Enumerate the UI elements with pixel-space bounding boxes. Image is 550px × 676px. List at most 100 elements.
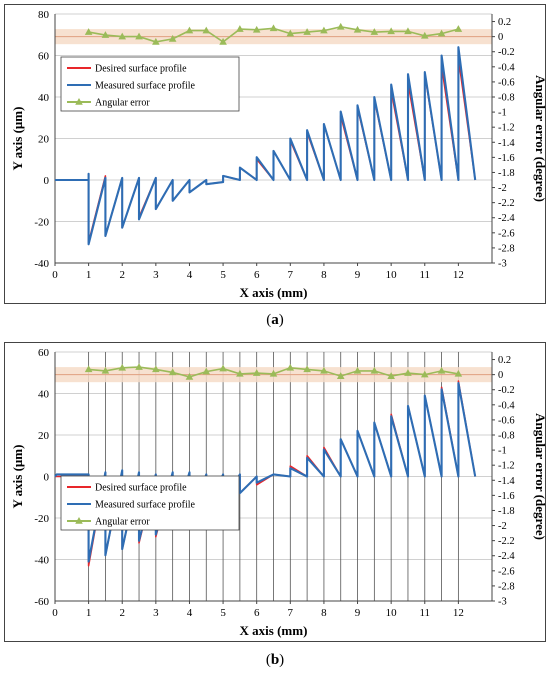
- caption-a-letter: a: [271, 312, 279, 328]
- chart-b-y2tick-label: -2.8: [498, 581, 515, 592]
- chart-b-y2tick-label: -0.6: [498, 415, 515, 426]
- chart-b-y2tick-label: -1.2: [498, 461, 515, 472]
- chart-a-y2tick-label: -1.4: [498, 138, 515, 149]
- chart-a-angular-error-point: [437, 29, 446, 37]
- chart-b-angular-error-point: [420, 370, 429, 378]
- chart-b-angular-error-point: [84, 365, 93, 373]
- chart-a-y2tick-label: -0.2: [498, 47, 515, 58]
- chart-b-xtick-label: 7: [288, 607, 294, 619]
- chart-b-legend-label-measured-surface-profile: Measured surface profile: [95, 500, 196, 511]
- chart-panel-a: -40 -20 0 20 40 60 80 -3 -2.8 -2.6 -2.4 -2.2 -2 -1.8-…: [4, 4, 546, 304]
- chart-b-y2tick-label: -0.4: [498, 400, 515, 411]
- chart-b-y2tick-label: -1: [498, 446, 507, 457]
- chart-b-xtick-label: 0: [52, 607, 58, 619]
- chart-a-xlabel: X axis (mm): [240, 285, 308, 300]
- chart-a-ytick-label: 20: [38, 134, 50, 146]
- chart-a-angular-error-point: [152, 37, 160, 45]
- chart-b-angular-error-point: [118, 363, 127, 371]
- chart-a-y2tick-label: -3: [498, 259, 507, 270]
- chart-a-angular-error-point: [387, 27, 395, 35]
- chart-b-y2tick-label: -1.8: [498, 506, 515, 517]
- chart-b-angular-error-point: [252, 369, 261, 376]
- chart-a-ytick-label: 60: [38, 51, 50, 63]
- chart-b-angular-error-point: [370, 366, 379, 374]
- chart-b-xtick-label: 1: [86, 607, 92, 619]
- chart-a-y2tick-label: -2.6: [498, 228, 515, 239]
- chart-a-y2tick-label: -2.8: [498, 243, 515, 254]
- chart-a-xtick-label: 10: [386, 269, 398, 281]
- chart-a-angular-error-point: [168, 34, 177, 42]
- chart-a-y2tick-label: -2.2: [498, 198, 515, 209]
- chart-b-xtick-label: 9: [355, 607, 361, 619]
- chart-a-y2tick-label: -1.8: [498, 168, 515, 179]
- chart-b-angular-error-point: [286, 363, 295, 371]
- chart-a-xtick-label: 0: [52, 269, 58, 281]
- chart-b-angular-error-point: [269, 369, 278, 377]
- chart-a-angular-error-point: [236, 25, 244, 32]
- chart-b-xtick-label: 6: [254, 607, 260, 619]
- chart-b-y2tick-label: -2.4: [498, 551, 515, 562]
- chart-b-xtick-label: 10: [386, 607, 398, 619]
- chart-b-svg: -60-40-200204060-3-2.8-2.6-2.4-2.2-2-1.8…: [10, 347, 545, 638]
- chart-b-ytick-label: -60: [34, 596, 49, 608]
- chart-b-legend-marker: [75, 517, 83, 524]
- chart-a-angular-error-point: [420, 31, 429, 39]
- chart-a-angular-error-point: [118, 32, 127, 40]
- caption-b: (b): [265, 652, 285, 668]
- chart-b-desired-surface-profile-line: [55, 380, 476, 567]
- chart-a-legend-label-measured-surface-profile: Measured surface profile: [95, 81, 196, 92]
- chart-b-angular-error-point: [336, 372, 345, 379]
- chart-a-angular-error-point: [454, 25, 463, 32]
- chart-a-ytick-label: 40: [38, 92, 50, 104]
- chart-b-xtick-label: 12: [453, 607, 464, 619]
- chart-b-angular-error-point: [168, 368, 177, 376]
- chart-b-ytick-label: 40: [38, 389, 50, 401]
- chart-b-y2tick-label: -2: [498, 521, 507, 532]
- chart-b-legend-label-angular-error: Angular error: [95, 517, 150, 528]
- chart-a-angular-error-point: [286, 29, 295, 37]
- chart-a-legend-label-desired-surface-profile: Desired surface profile: [95, 64, 187, 75]
- chart-b-angular-error-point: [152, 365, 160, 373]
- chart-b-angular-error-point: [101, 366, 110, 374]
- chart-b-y2tick-label: -2.6: [498, 566, 515, 577]
- chart-panel-b: -60 -40 -20 0 20 40 60 -3 -2.8 -2.6 -2.4 -2.2 -2 -1.8…: [4, 342, 546, 642]
- chart-b-xtick-label: 5: [220, 607, 226, 619]
- chart-a-ytick-label: -20: [34, 217, 49, 229]
- chart-a-y2tick-label: -1.6: [498, 153, 515, 164]
- chart-a-angular-error-point: [320, 26, 328, 34]
- chart-a-y2label: Angular error (degree): [533, 75, 545, 202]
- chart-a-ytick-label: 80: [38, 9, 50, 21]
- chart-b-ytick-label: -20: [34, 513, 49, 525]
- chart-b-angular-error-point: [387, 372, 395, 379]
- chart-b-angular-error-point: [219, 364, 227, 372]
- chart-a-xtick-label: 4: [187, 269, 193, 281]
- chart-a-ytick-label: 0: [44, 175, 50, 187]
- chart-a-angular-error-point: [336, 22, 345, 30]
- chart-b-angular-error-point: [454, 369, 463, 377]
- chart-b-y2tick-label: 0.2: [498, 355, 511, 366]
- chart-a-angular-error-point: [404, 27, 412, 35]
- chart-a-xtick-label: 2: [119, 269, 125, 281]
- chart-b-xtick-label: 11: [419, 607, 430, 619]
- chart-a-y2tick-label: -0.4: [498, 62, 515, 73]
- chart-a-legend-marker: [75, 98, 83, 105]
- chart-a-ylabel: Y axis (μm): [10, 107, 25, 171]
- chart-b-y2tick-label: -3: [498, 597, 507, 608]
- chart-a-xtick-label: 6: [254, 269, 260, 281]
- chart-b-xlabel: X axis (mm): [240, 623, 308, 638]
- chart-a-y2tick-label: -2.4: [498, 213, 515, 224]
- caption-b-letter: b: [270, 652, 280, 668]
- chart-b-y2label: Angular error (degree): [533, 413, 545, 540]
- chart-a-angular-error-point: [202, 26, 211, 34]
- chart-b-measured-surface-profile-line: [54, 382, 477, 563]
- chart-b-angular-error-point: [303, 365, 311, 373]
- chart-b-y2tick-label: -1.4: [498, 476, 515, 487]
- chart-a-svg: -40-20020406080-3-2.8-2.6-2.4-2.2-2-1.8-…: [10, 9, 545, 300]
- chart-b-angular-error-point: [135, 363, 143, 370]
- chart-b-angular-error-point: [202, 367, 211, 375]
- chart-a-xtick-label: 12: [453, 269, 464, 281]
- chart-a-y2tick-label: 0: [498, 32, 503, 43]
- chart-a-y2tick-label: -1.2: [498, 123, 515, 134]
- chart-a-xtick-label: 9: [355, 269, 361, 281]
- chart-a-xtick-label: 11: [419, 269, 430, 281]
